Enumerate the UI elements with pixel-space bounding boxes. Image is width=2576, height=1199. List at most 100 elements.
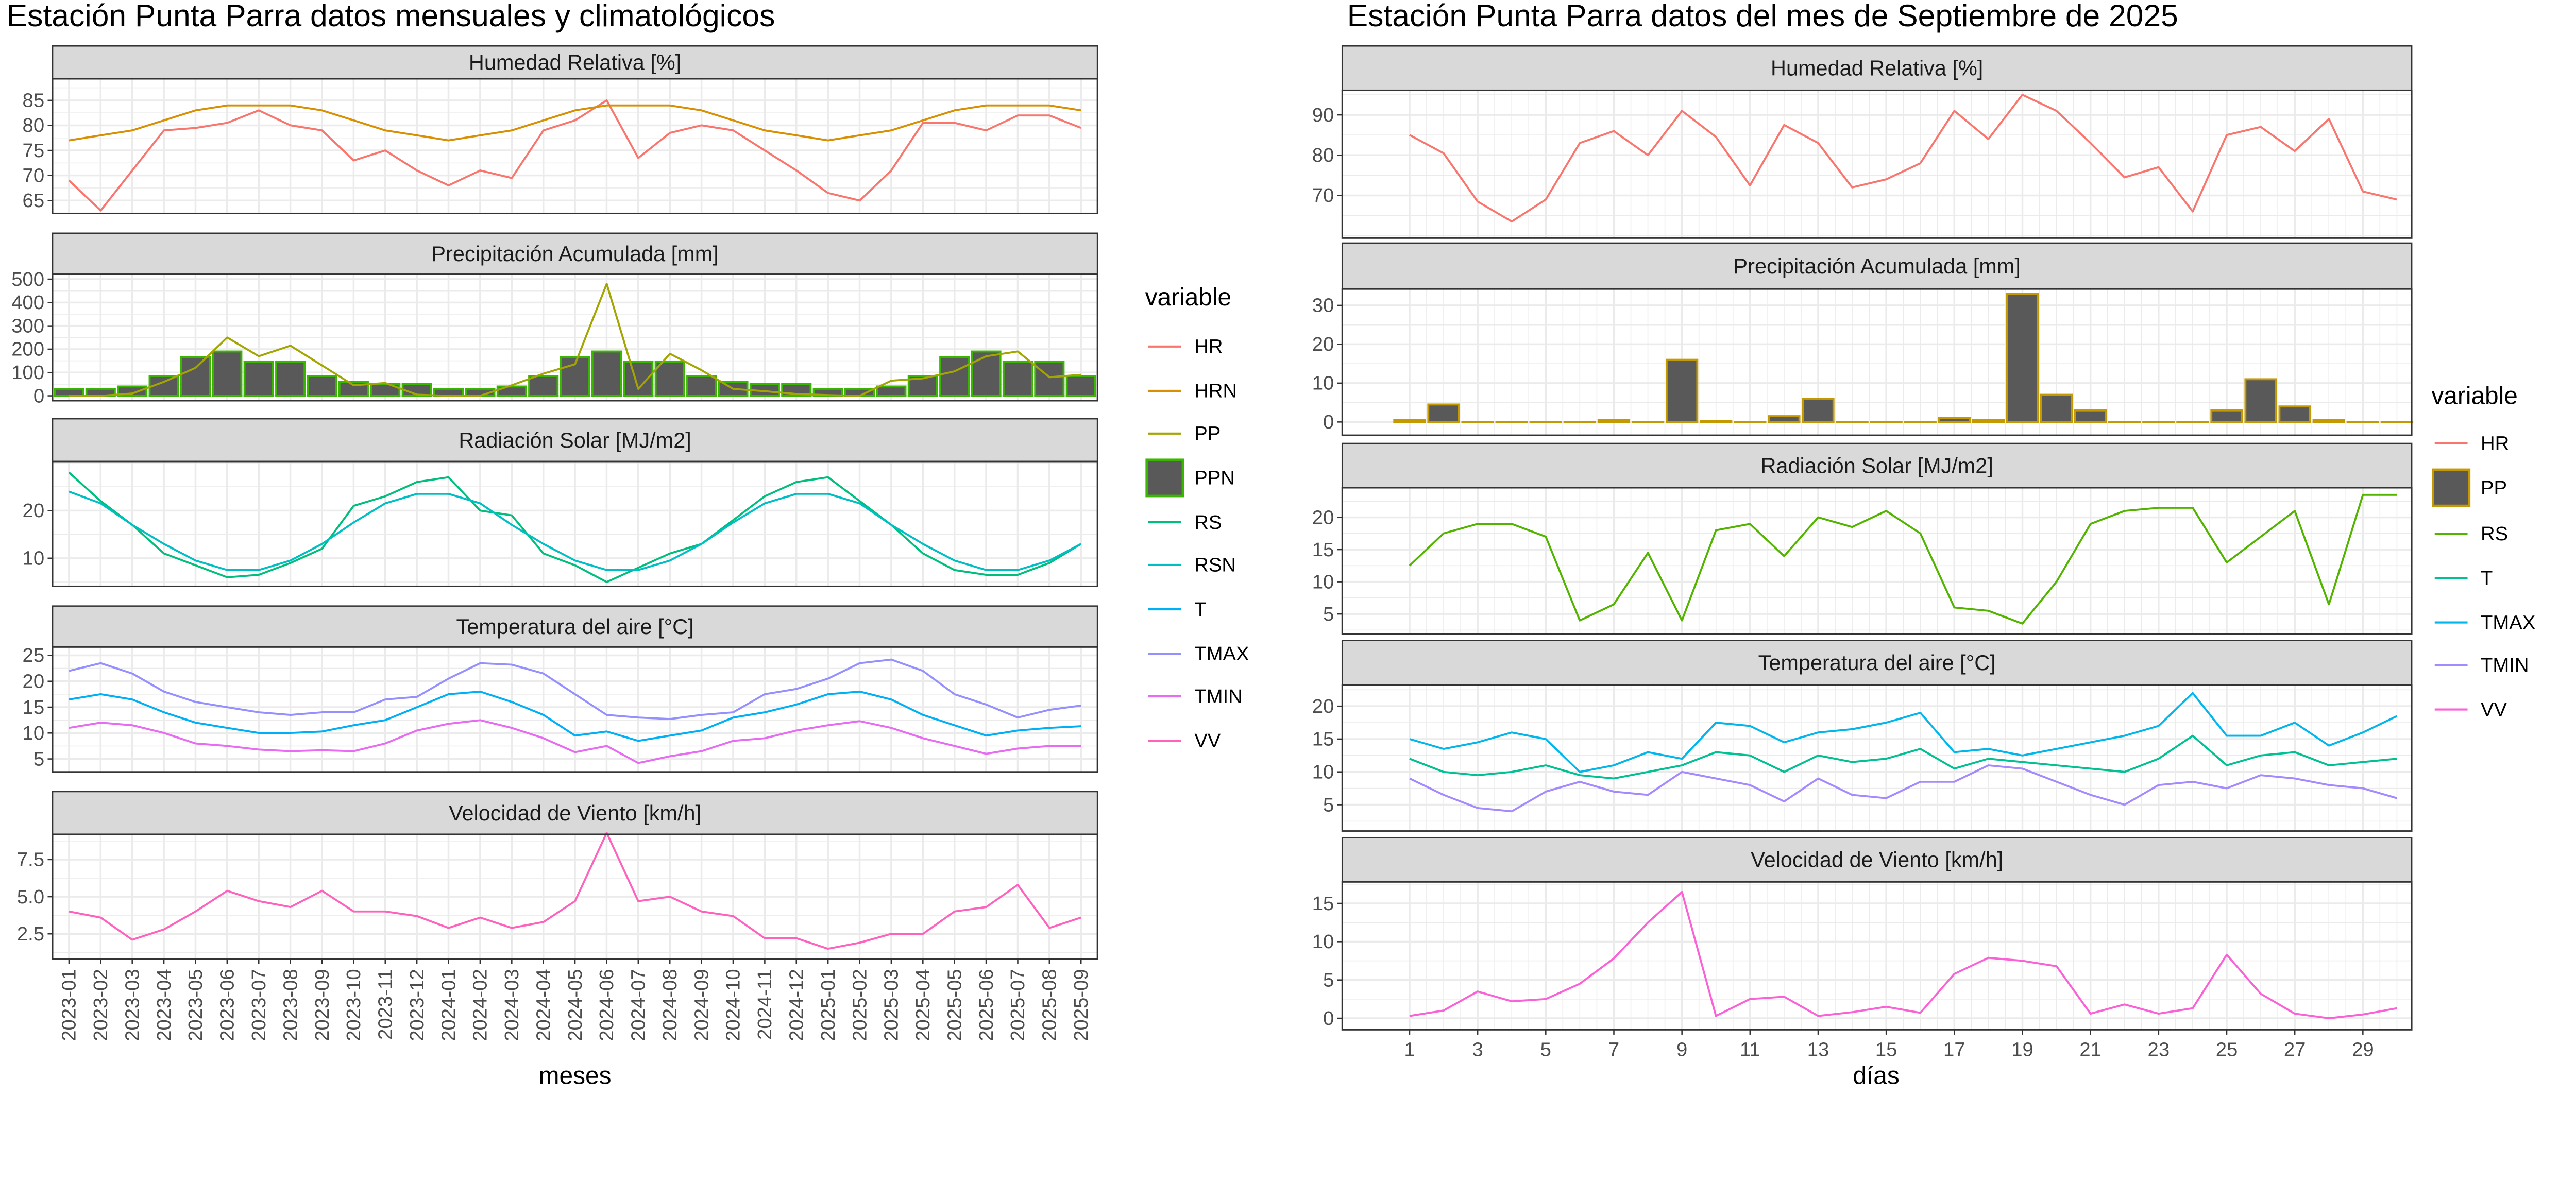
facet-strip-label: Precipitación Acumulada [mm]	[1734, 254, 2021, 278]
bar-PPN	[939, 356, 970, 397]
y-tick-label: 0	[1323, 1007, 1334, 1030]
x-tick-label: 13	[1807, 1038, 1829, 1060]
x-tick-label: 27	[2284, 1038, 2306, 1060]
bar-PP	[2210, 409, 2243, 423]
y-tick-label: 200	[11, 338, 44, 361]
legend-label: PP	[2481, 477, 2507, 499]
bar-PP	[2312, 419, 2345, 423]
y-tick-label: 5.0	[17, 886, 44, 908]
bar-PPN	[370, 383, 401, 397]
series-line-TMAX	[1409, 692, 2398, 773]
x-tick-label: 2025-06	[975, 969, 997, 1041]
x-tick-label: 9	[1676, 1038, 1687, 1060]
legend-item: HR	[1148, 336, 1223, 358]
x-tick-label: 2025-08	[1039, 969, 1061, 1041]
facet-strip-label: Temperatura del aire [°C]	[456, 614, 694, 639]
panel-border	[1341, 288, 2413, 436]
bar-PPN	[275, 361, 306, 397]
x-tick-label: 2024-12	[786, 969, 808, 1041]
series-line-TMIN	[69, 719, 1081, 764]
legend-label: PPN	[1194, 467, 1235, 489]
legend-item: VV	[1148, 730, 1221, 752]
legend-key-bar	[2432, 468, 2471, 507]
x-tick-label: 5	[1540, 1038, 1551, 1060]
left-chart-title: Estación Punta Parra datos mensuales y c…	[7, 0, 775, 33]
bar-PPN	[180, 356, 211, 397]
right-chart-title: Estación Punta Parra datos del mes de Se…	[1347, 0, 2178, 33]
x-tick-label: 2024-01	[437, 969, 460, 1041]
y-tick-label: 7.5	[17, 849, 44, 871]
y-tick-label: 25	[23, 644, 45, 666]
bar-PP	[2074, 409, 2107, 423]
x-tick-label: 2023-06	[216, 969, 239, 1041]
legend-key-bar	[1145, 458, 1184, 498]
y-tick-label: 15	[1312, 728, 1334, 750]
x-tick-label: 2025-02	[849, 969, 871, 1041]
y-tick-label: 400	[11, 292, 44, 314]
legend-item: HR	[2434, 433, 2509, 455]
y-tick-label: 300	[11, 315, 44, 337]
x-tick-label: 2024-10	[722, 969, 744, 1041]
x-tick-label: 2025-09	[1070, 969, 1092, 1041]
bar-PP	[2244, 378, 2277, 423]
panel-border	[1341, 89, 2413, 239]
facet-panel: Temperatura del aire [°C] 5 10 15 20	[1312, 640, 2413, 832]
legend-label: PP	[1194, 423, 1221, 445]
legend-item: PP	[1148, 423, 1221, 445]
y-tick-label: 20	[23, 500, 45, 522]
x-tick-label: 2025-03	[880, 969, 903, 1041]
legend-label: HR	[1194, 336, 1223, 358]
y-tick-label: 80	[23, 114, 45, 136]
facet-strip	[1341, 242, 2413, 290]
y-tick-label: 20	[23, 671, 45, 693]
facet-panel: Radiación Solar [MJ/m2] 5 10 15 20	[1312, 442, 2413, 635]
x-tick-label: 29	[2352, 1038, 2374, 1060]
x-tick-label: 2024-05	[564, 969, 586, 1041]
bar-PPN	[212, 350, 243, 397]
bar-PP	[2278, 405, 2311, 423]
y-tick-label: 70	[23, 164, 45, 186]
chart-canvas: Estación Punta Parra datos mensuales y c…	[7, 0, 2536, 1087]
facet-strip-label: Radiación Solar [MJ/m2]	[1760, 453, 1993, 477]
bar-PPN	[876, 385, 907, 397]
x-tick-label: 2024-08	[659, 969, 681, 1041]
facet-panel: Velocidad de Viento [km/h] 2.5 5.0 7.5 2023-…	[17, 791, 1098, 1041]
bar-PPN	[971, 350, 1002, 397]
y-tick-label: 20	[1312, 506, 1334, 528]
facet-strip-label: Velocidad de Viento [km/h]	[449, 801, 701, 825]
y-tick-label: 0	[1323, 411, 1334, 433]
facet-panel: Radiación Solar [MJ/m2] 10 20	[23, 418, 1098, 587]
x-tick-label: 2024-09	[690, 969, 713, 1041]
legend-item: RSN	[1148, 554, 1236, 576]
series-line-T	[1409, 734, 2397, 780]
legend-item: TMAX	[2434, 611, 2535, 633]
facet-strip	[1341, 442, 2413, 489]
legend-label: T	[2481, 567, 2493, 589]
series-line-PP	[69, 283, 1081, 397]
y-tick-label: 5	[1323, 794, 1334, 816]
panel-border	[1341, 487, 2413, 635]
x-tick-label: 7	[1608, 1038, 1619, 1060]
facet-strip	[52, 418, 1098, 463]
series-line-HRN	[69, 104, 1081, 142]
y-tick-label: 2.5	[17, 923, 44, 945]
facet-strip	[1341, 45, 2413, 91]
y-tick-label: 85	[23, 90, 45, 112]
facet-strip-label: Precipitación Acumulada [mm]	[431, 242, 718, 266]
y-tick-label: 500	[11, 268, 44, 290]
y-tick-label: 5	[1323, 969, 1334, 991]
legend-label: HR	[2481, 433, 2509, 455]
bar-PPN	[496, 385, 527, 397]
y-tick-label: 100	[11, 362, 44, 384]
bar-PPN	[1002, 361, 1033, 397]
y-tick-label: 65	[23, 190, 45, 212]
x-tick-label: 17	[1943, 1038, 1965, 1060]
panel-border	[1341, 881, 2413, 1031]
left-legend-title: variable	[1145, 284, 1232, 311]
bar-PP	[2040, 393, 2073, 423]
y-tick-label: 10	[23, 722, 45, 744]
y-tick-label: 30	[1312, 295, 1334, 317]
x-tick-label: 2025-05	[943, 969, 965, 1041]
legend-label: TMAX	[2481, 611, 2535, 633]
legend-item: RS	[2434, 523, 2508, 545]
